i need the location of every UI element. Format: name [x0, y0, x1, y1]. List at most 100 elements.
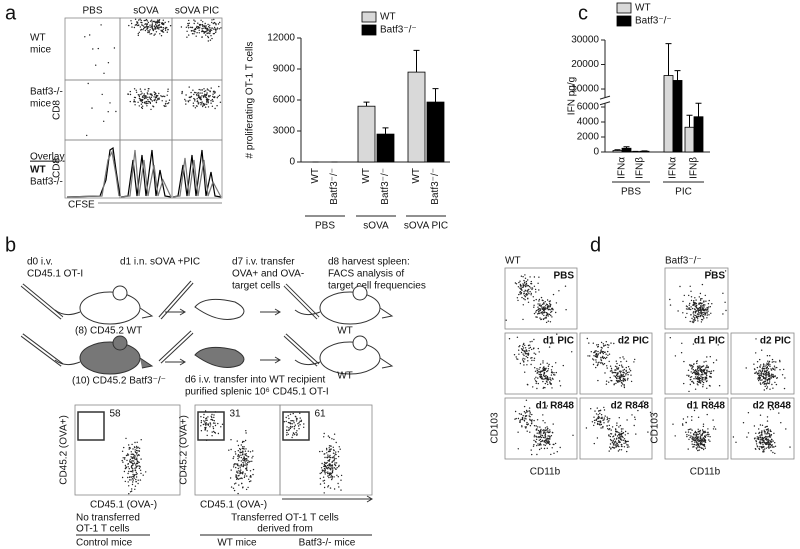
event-dot [538, 289, 540, 291]
event-dot [690, 308, 692, 311]
event-dot [203, 26, 206, 28]
event-dot [604, 351, 606, 353]
event-dot [761, 369, 764, 371]
event-dot [520, 284, 522, 287]
event-dot [199, 23, 202, 26]
event-dot [200, 97, 202, 100]
event-dot [538, 312, 540, 315]
event-dot [518, 349, 520, 351]
group-label: sOVA PIC [404, 221, 448, 232]
event-dot [529, 344, 531, 346]
event-dot [237, 454, 240, 456]
event-dot [195, 92, 197, 94]
event-dot [552, 293, 555, 296]
event-dot [212, 90, 215, 93]
event-dot [152, 29, 154, 31]
event-dot [193, 22, 195, 25]
event-dot [164, 29, 167, 31]
event-dot [546, 378, 548, 380]
event-dot [197, 103, 199, 105]
axis-break [599, 95, 611, 100]
event-dot [757, 437, 759, 440]
event-dot [212, 419, 214, 421]
event-dot [709, 440, 711, 442]
event-dot [544, 387, 546, 389]
event-dot [540, 428, 542, 431]
event-dot [247, 450, 249, 452]
event-dot [217, 95, 219, 98]
event-dot [211, 431, 213, 433]
event-dot [690, 428, 692, 430]
event-dot [704, 304, 706, 306]
event-dot [211, 416, 213, 419]
event-dot [192, 89, 194, 91]
event-dot [299, 417, 301, 419]
event-dot [761, 368, 763, 370]
event-dot [627, 366, 630, 368]
event-dot [705, 380, 708, 383]
event-dot [703, 301, 705, 303]
event-dot [198, 94, 200, 96]
event-dot [136, 455, 138, 457]
event-dot [327, 435, 330, 437]
event-dot [129, 100, 131, 103]
event-dot [323, 463, 326, 465]
event-dot [625, 442, 627, 444]
mouse [112, 285, 128, 301]
event-dot [625, 372, 627, 375]
event-dot [328, 449, 331, 451]
event-dot [252, 455, 254, 458]
event-dot [759, 435, 761, 437]
event-dot [211, 19, 213, 21]
event-dot [618, 439, 620, 442]
event-dot [715, 359, 718, 361]
event-dot [193, 19, 195, 21]
event-dot [143, 97, 146, 100]
event-dot [695, 436, 697, 439]
event-dot [523, 342, 525, 345]
event-dot [242, 473, 244, 475]
event-dot [145, 95, 147, 98]
gate-value: 58 [109, 409, 121, 420]
event-dot [766, 369, 768, 371]
event-dot [545, 321, 548, 324]
event-dot [593, 442, 595, 445]
event-dot [753, 363, 755, 365]
event-dot [546, 431, 548, 433]
event-dot [551, 365, 553, 368]
event-dot [206, 98, 209, 100]
event-dot [147, 88, 150, 90]
event-dot [611, 426, 614, 428]
event-dot [754, 372, 756, 374]
event-dot [142, 95, 144, 97]
event-dot [610, 448, 612, 450]
event-dot [250, 480, 252, 482]
event-dot [774, 369, 776, 371]
event-dot [522, 347, 525, 349]
event-dot [240, 469, 242, 471]
event-dot [193, 93, 195, 96]
event-dot [618, 426, 620, 428]
event-dot [595, 359, 597, 361]
event-dot [626, 444, 628, 446]
event-dot [161, 30, 164, 32]
event-dot [529, 346, 532, 349]
event-dot [544, 317, 546, 319]
event-dot [772, 387, 774, 389]
event-dot [188, 34, 190, 36]
event-dot [147, 102, 149, 105]
event-dot [324, 471, 326, 473]
event-dot [196, 25, 198, 28]
event-dot [779, 359, 781, 362]
event-dot [533, 304, 535, 306]
x-tick-label: WT [310, 168, 321, 184]
event-dot [292, 412, 294, 415]
event-dot [153, 91, 155, 93]
event-dot [753, 438, 756, 440]
event-dot [535, 438, 538, 441]
event-dot [327, 472, 329, 475]
event-dot [701, 371, 703, 374]
event-dot [243, 440, 245, 443]
event-dot [603, 409, 606, 411]
event-dot [519, 345, 521, 347]
